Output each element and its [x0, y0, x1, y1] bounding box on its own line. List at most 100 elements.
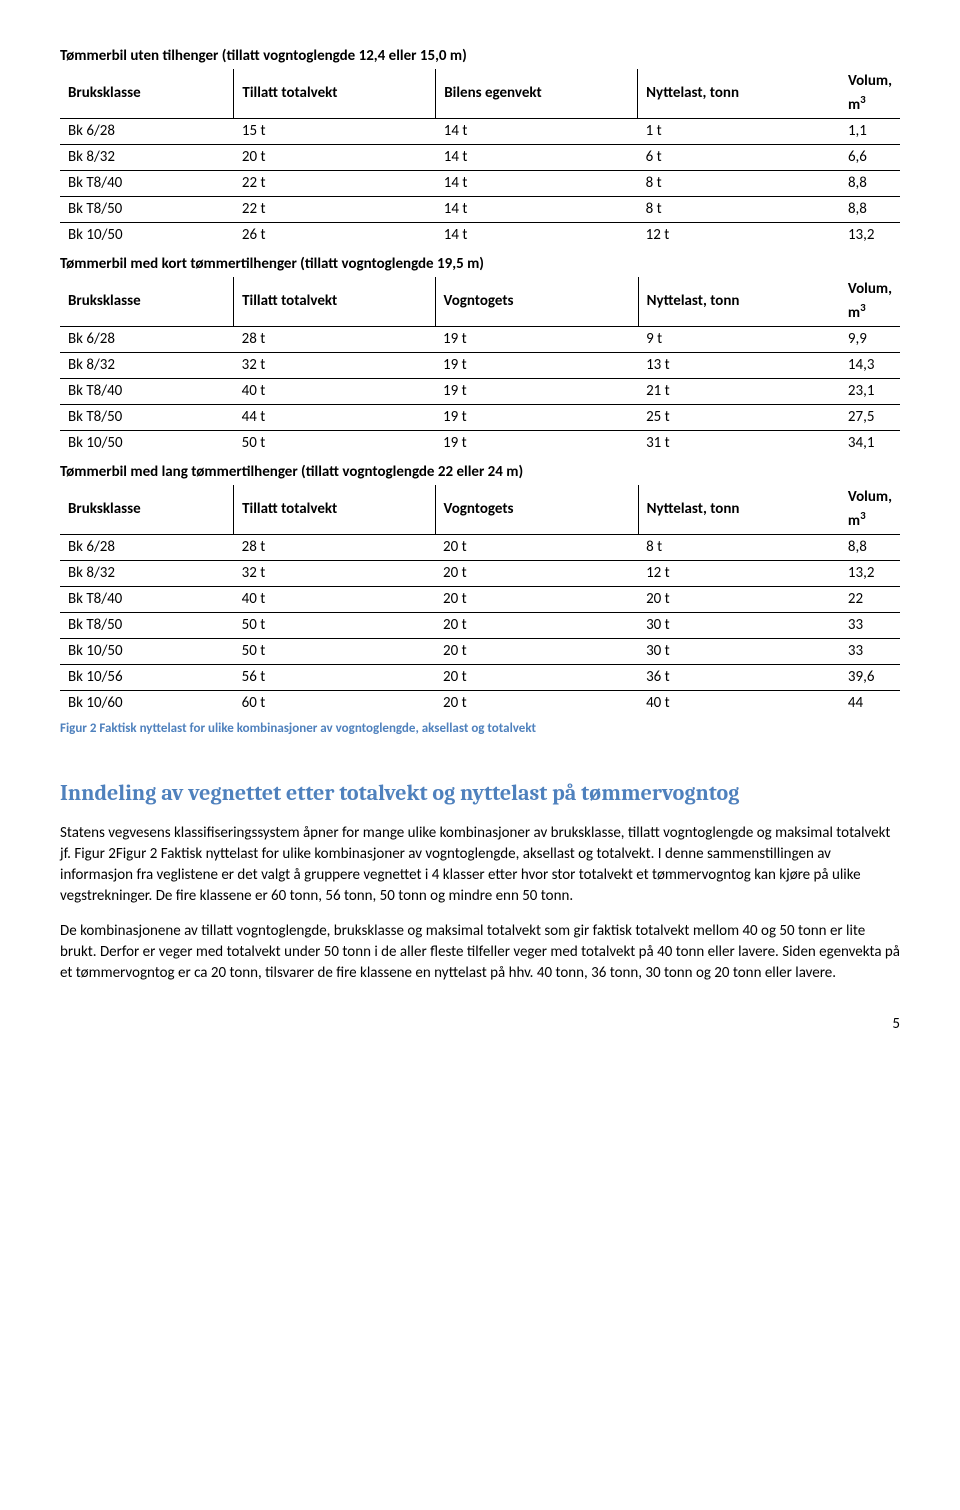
th: Tillatt totalvekt: [234, 277, 435, 327]
table-cell: 9 t: [638, 327, 840, 353]
table-cell: Bk 10/50: [60, 223, 234, 249]
table-row: Bk 8/3232 t20 t12 t13,2: [60, 561, 900, 587]
table-cell: 13 t: [638, 353, 840, 379]
table-cell: 33: [840, 639, 900, 665]
th: Volum, m3: [840, 69, 900, 119]
table-cell: 22 t: [234, 197, 436, 223]
th: Bruksklasse: [60, 485, 234, 535]
paragraph-1: Statens vegvesens klassifiseringssystem …: [60, 823, 900, 907]
table-cell: 14,3: [840, 353, 900, 379]
table-cell: 14 t: [436, 223, 638, 249]
paragraph-2: De kombinasjonene av tillatt vogntogleng…: [60, 921, 900, 984]
table-row: Bk T8/4022 t14 t8 t8,8: [60, 171, 900, 197]
table-cell: 14 t: [436, 145, 638, 171]
table-cell: 23,1: [840, 379, 900, 405]
table-row: Bk 10/6060 t20 t40 t44: [60, 691, 900, 717]
table-cell: 28 t: [234, 535, 435, 561]
table-row: Bk 6/2828 t20 t8 t8,8: [60, 535, 900, 561]
th: Volum, m3: [840, 485, 900, 535]
table-cell: 39,6: [840, 665, 900, 691]
table-cell: 20 t: [435, 639, 638, 665]
table-cell: Bk 8/32: [60, 353, 234, 379]
table-row: Bk T8/4040 t20 t20 t22: [60, 587, 900, 613]
th: Vogntogets: [435, 485, 638, 535]
table-cell: Bk T8/40: [60, 587, 234, 613]
table-cell: 8,8: [840, 535, 900, 561]
table-cell: 56 t: [234, 665, 435, 691]
table-cell: 60 t: [234, 691, 435, 717]
table-1: Bruksklasse Tillatt totalvekt Bilens ege…: [60, 69, 900, 248]
table-cell: 14 t: [436, 171, 638, 197]
figure-caption: Figur 2 Faktisk nyttelast for ulike komb…: [60, 720, 900, 738]
table-cell: 13,2: [840, 561, 900, 587]
table-cell: 14 t: [436, 197, 638, 223]
table-cell: Bk 10/50: [60, 639, 234, 665]
table-row: Bk T8/5022 t14 t8 t8,8: [60, 197, 900, 223]
table-cell: 50 t: [234, 431, 435, 457]
section-heading: Inndeling av vegnettet etter totalvekt o…: [60, 778, 900, 809]
table-row: Bk 10/5656 t20 t36 t39,6: [60, 665, 900, 691]
table-cell: 50 t: [234, 613, 435, 639]
th: Nyttelast, tonn: [638, 69, 840, 119]
table-cell: 32 t: [234, 353, 435, 379]
table-cell: Bk T8/40: [60, 379, 234, 405]
table-row: Bk 10/5050 t20 t30 t33: [60, 639, 900, 665]
table-cell: 20 t: [435, 561, 638, 587]
table-cell: Bk T8/40: [60, 171, 234, 197]
table-cell: 22 t: [234, 171, 436, 197]
table-cell: Bk 8/32: [60, 145, 234, 171]
table-cell: 20 t: [435, 613, 638, 639]
table-2: Bruksklasse Tillatt totalvekt Vogntogets…: [60, 277, 900, 456]
th: Tillatt totalvekt: [234, 485, 435, 535]
table-row: Bk T8/4040 t19 t21 t23,1: [60, 379, 900, 405]
table-title-2: Tømmerbil med kort tømmertilhenger (till…: [60, 254, 900, 275]
table-cell: 20 t: [435, 587, 638, 613]
table-cell: 19 t: [435, 379, 638, 405]
page-number: 5: [60, 1014, 900, 1035]
table-cell: Bk 8/32: [60, 561, 234, 587]
table-row: Bk T8/5044 t19 t25 t27,5: [60, 405, 900, 431]
table-cell: 1,1: [840, 119, 900, 145]
table-cell: 33: [840, 613, 900, 639]
th: Bilens egenvekt: [436, 69, 638, 119]
table-cell: 20 t: [435, 691, 638, 717]
table-cell: 19 t: [435, 327, 638, 353]
table-row: Bk 10/5050 t19 t31 t34,1: [60, 431, 900, 457]
table-cell: 44 t: [234, 405, 435, 431]
table-cell: 20 t: [435, 535, 638, 561]
table-row: Bk T8/5050 t20 t30 t33: [60, 613, 900, 639]
table-cell: 20 t: [638, 587, 840, 613]
table-cell: 50 t: [234, 639, 435, 665]
table-cell: 13,2: [840, 223, 900, 249]
th: Tillatt totalvekt: [234, 69, 436, 119]
th: Bruksklasse: [60, 69, 234, 119]
table-cell: 14 t: [436, 119, 638, 145]
table-cell: 1 t: [638, 119, 840, 145]
table-cell: 27,5: [840, 405, 900, 431]
table-cell: 20 t: [435, 665, 638, 691]
table-cell: 20 t: [234, 145, 436, 171]
table-cell: 8 t: [638, 171, 840, 197]
table-cell: 8,8: [840, 197, 900, 223]
table-cell: Bk 6/28: [60, 535, 234, 561]
table-cell: 8 t: [638, 535, 840, 561]
th: Bruksklasse: [60, 277, 234, 327]
table-cell: 32 t: [234, 561, 435, 587]
table-cell: Bk 6/28: [60, 119, 234, 145]
table-cell: 8,8: [840, 171, 900, 197]
table-cell: 25 t: [638, 405, 840, 431]
table-row: Bk 6/2828 t19 t9 t9,9: [60, 327, 900, 353]
th: Nyttelast, tonn: [638, 277, 840, 327]
table-title-1: Tømmerbil uten tilhenger (tillatt vognto…: [60, 46, 900, 67]
table-cell: 6 t: [638, 145, 840, 171]
table-row: Bk 8/3232 t19 t13 t14,3: [60, 353, 900, 379]
table-cell: 22: [840, 587, 900, 613]
table-row: Bk 6/2815 t14 t1 t1,1: [60, 119, 900, 145]
table-cell: 40 t: [638, 691, 840, 717]
table-cell: Bk 10/50: [60, 431, 234, 457]
table-cell: 44: [840, 691, 900, 717]
table-cell: Bk 6/28: [60, 327, 234, 353]
table-cell: 19 t: [435, 405, 638, 431]
table-cell: 36 t: [638, 665, 840, 691]
th: Nyttelast, tonn: [638, 485, 840, 535]
